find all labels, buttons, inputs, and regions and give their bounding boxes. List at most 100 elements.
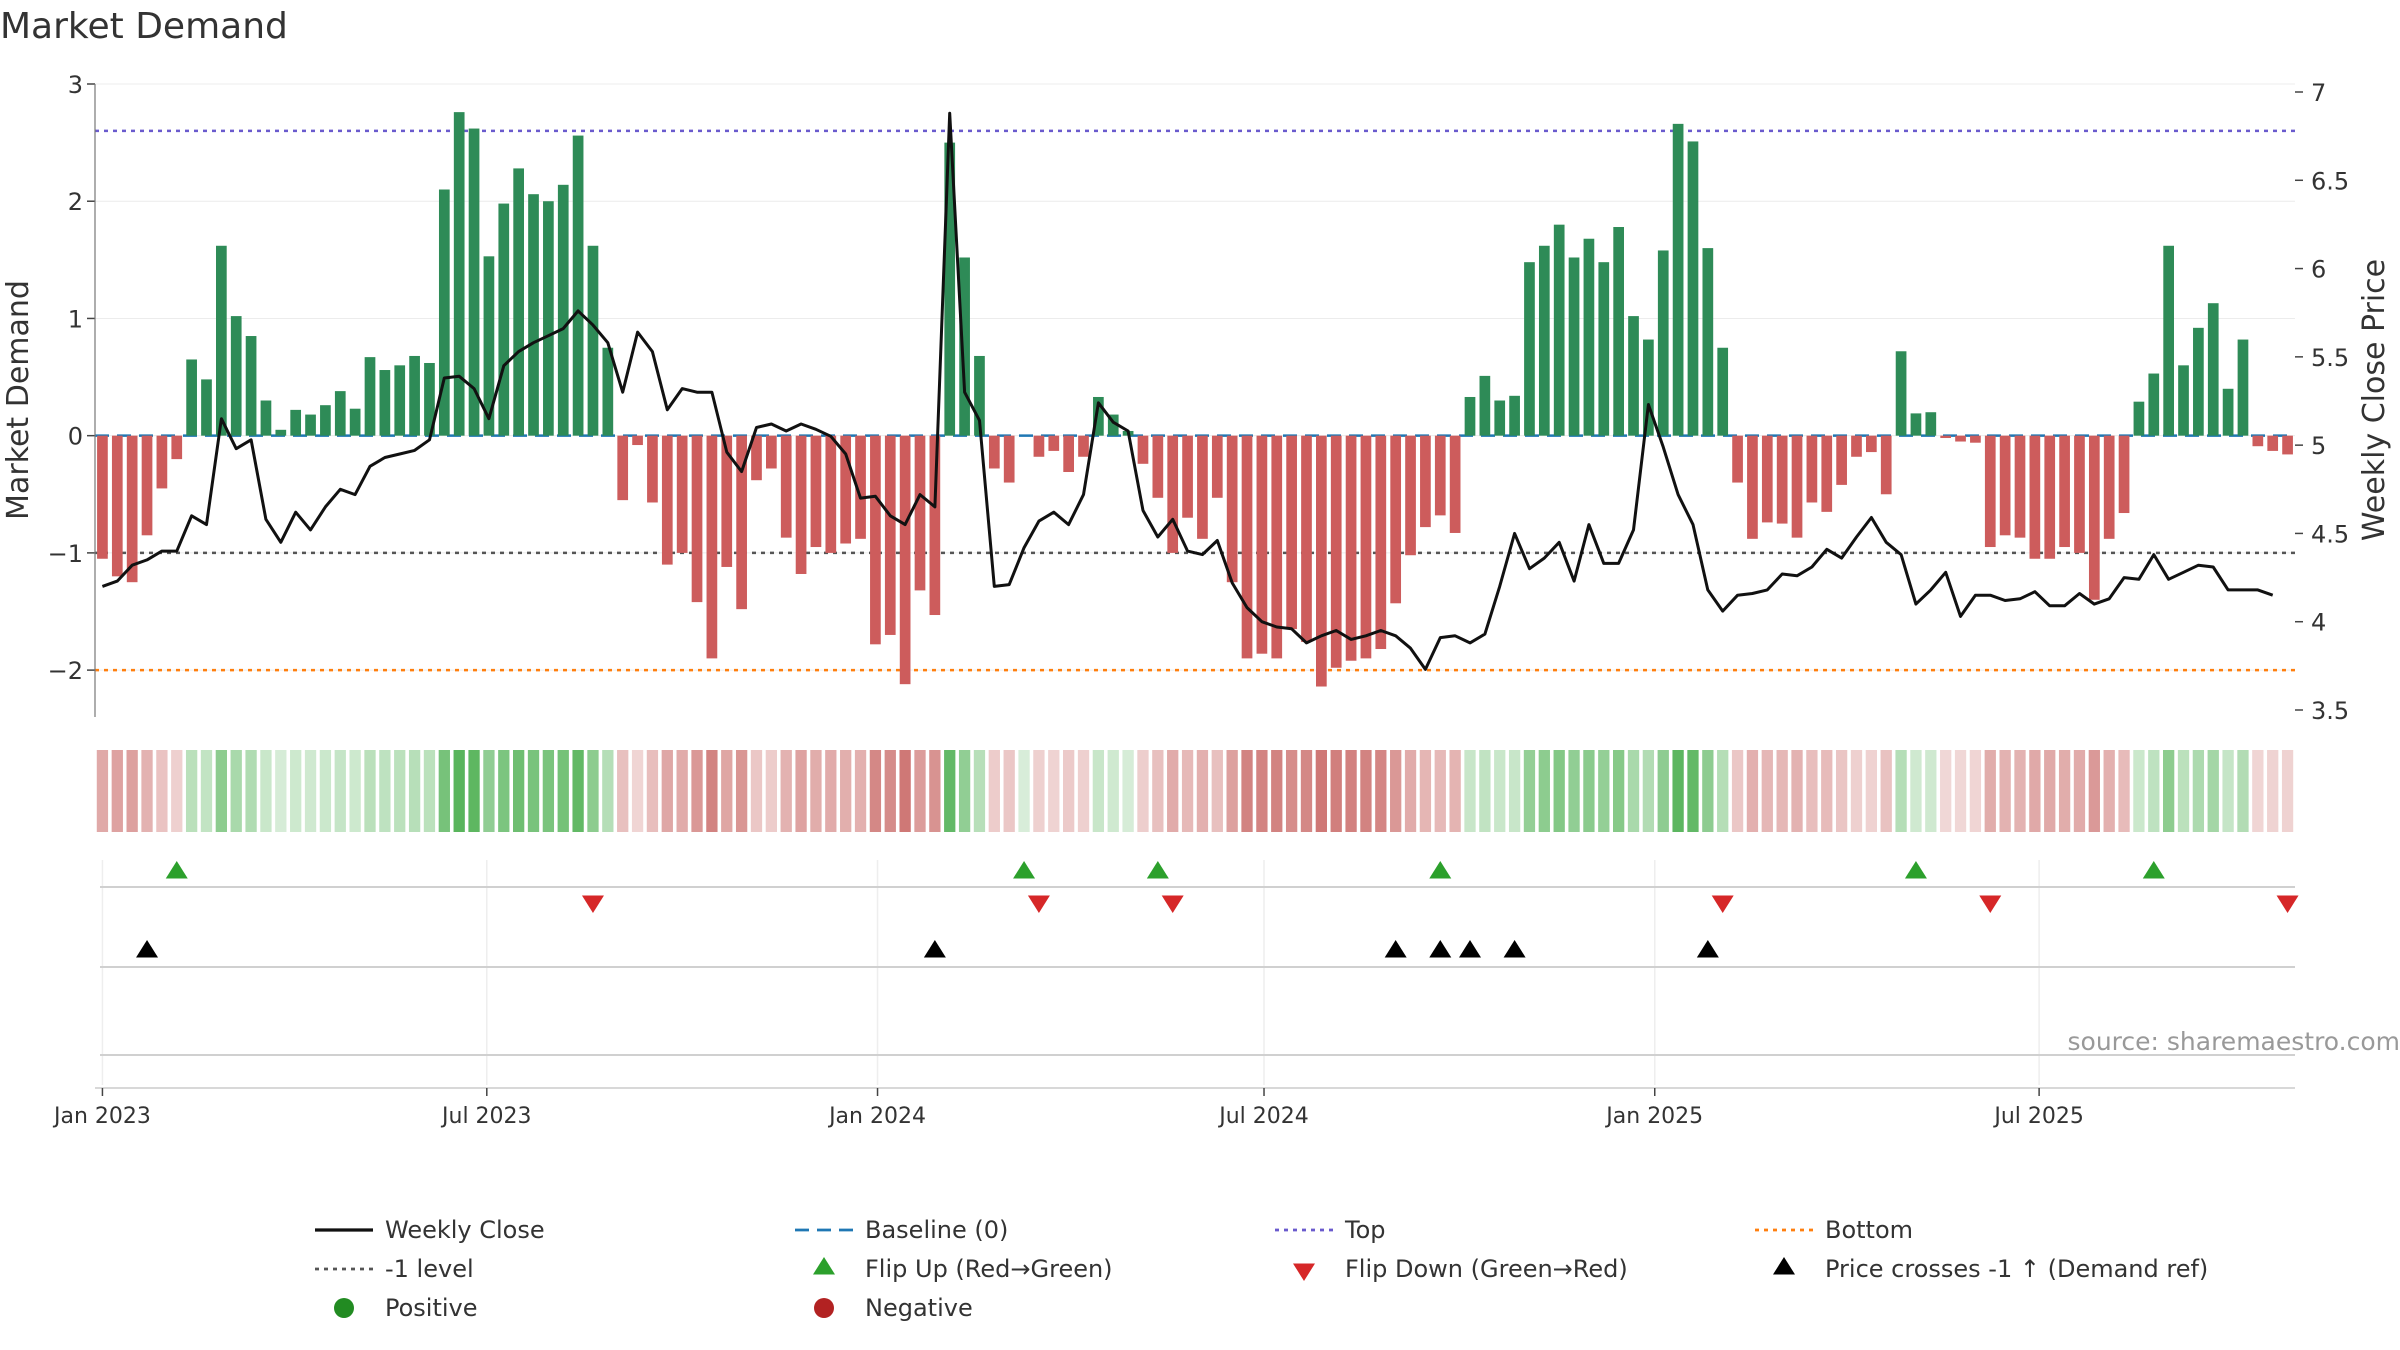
heat-cell: [156, 750, 168, 832]
demand-bar: [1330, 435, 1342, 668]
heat-cell: [1984, 750, 1996, 832]
legend-positive-swatch: [334, 1298, 354, 1318]
demand-bar: [498, 203, 510, 436]
heat-cell: [1315, 750, 1327, 832]
heat-cell: [973, 750, 986, 832]
demand-bar: [1449, 435, 1461, 533]
flip-down-marker: [1161, 895, 1184, 913]
flip-down-marker: [1711, 895, 1734, 913]
heat-cell: [245, 750, 257, 832]
demand-bar: [929, 435, 941, 616]
heat-cell: [1107, 750, 1119, 832]
heat-cell: [557, 750, 569, 832]
demand-bar: [2074, 435, 2085, 553]
heat-cell: [1494, 750, 1506, 832]
heat-cell: [646, 750, 659, 832]
y2-tick-label: 6: [2311, 256, 2326, 284]
demand-bar: [2267, 435, 2279, 451]
demand-bar: [2148, 373, 2160, 436]
legend-bottom-label: Bottom: [1825, 1216, 1913, 1244]
heat-cell: [141, 750, 153, 832]
demand-bar: [1628, 316, 1639, 436]
demand-bar: [201, 379, 212, 436]
demand-bar: [825, 435, 837, 553]
heat-cell: [1018, 750, 1030, 832]
heat-cell: [795, 750, 807, 832]
demand-bar: [1925, 412, 1937, 436]
heat-cell: [1969, 750, 1982, 832]
heat-cell: [914, 750, 926, 832]
demand-bar: [2222, 388, 2234, 436]
demand-bar: [1197, 435, 1208, 539]
demand-bar: [230, 316, 242, 436]
heat-cell: [1092, 750, 1105, 832]
heat-cell: [1568, 750, 1580, 832]
demand-bar: [587, 245, 599, 436]
demand-bar: [1479, 375, 1491, 436]
heat-cell: [602, 750, 614, 832]
heat-cell: [1196, 750, 1209, 832]
demand-bar: [2059, 435, 2070, 548]
flip-down-marker: [2276, 895, 2299, 913]
legend-baseline-label: Baseline (0): [865, 1216, 1008, 1244]
demand-bar: [1866, 435, 1877, 453]
heat-cell: [2014, 750, 2026, 832]
heat-cell: [2118, 750, 2130, 832]
heat-cell: [1627, 750, 1640, 832]
heat-cell: [1583, 750, 1595, 832]
demand-bar: [721, 435, 733, 567]
heat-cell: [111, 750, 123, 832]
demand-bar: [959, 257, 970, 436]
demand-bar: [1553, 224, 1565, 436]
heat-cell: [2237, 750, 2249, 832]
demand-bar: [1063, 435, 1074, 473]
y2-tick-label: 5: [2311, 432, 2326, 460]
demand-bar: [2103, 435, 2115, 539]
heat-cell: [438, 750, 450, 832]
heat-cell: [1761, 750, 1773, 832]
heat-cell: [1954, 750, 1967, 832]
heat-cell: [2103, 750, 2115, 832]
heat-cell: [944, 750, 956, 832]
heat-cell: [1613, 750, 1625, 832]
demand-bar: [899, 435, 911, 685]
demand-bar: [1167, 435, 1179, 553]
y2-tick-label: 7: [2311, 79, 2326, 107]
heat-cell: [1077, 750, 1090, 832]
heat-cell: [1598, 750, 1610, 832]
demand-bar: [528, 194, 539, 436]
legend-weekly-close-label: Weekly Close: [385, 1216, 545, 1244]
demand-bar: [1687, 141, 1699, 436]
heat-cell: [1806, 750, 1818, 832]
demand-bar: [126, 435, 138, 583]
demand-bar: [1984, 435, 1996, 548]
heat-cell: [1256, 750, 1268, 832]
heat-cell: [1910, 750, 1922, 832]
demand-bar: [171, 435, 183, 460]
heat-cell: [750, 750, 763, 832]
heat-cell: [2073, 750, 2086, 832]
heat-cell: [899, 750, 911, 832]
heat-cell: [825, 750, 837, 832]
heat-cell: [1717, 750, 1729, 832]
heat-cell: [2029, 750, 2041, 832]
signal-markers: [100, 861, 2299, 1056]
heat-cell: [1672, 750, 1684, 832]
price-cross-marker: [1696, 940, 1719, 958]
demand-bar: [632, 435, 643, 446]
heat-cell: [721, 750, 733, 832]
heat-cell: [1553, 750, 1565, 832]
demand-bar: [2118, 435, 2130, 514]
demand-bar: [1851, 435, 1862, 457]
demand-bar: [1538, 245, 1550, 436]
heat-cell: [1999, 750, 2011, 832]
heat-cell: [290, 750, 302, 832]
heat-cell: [408, 750, 421, 832]
demand-bar: [1494, 400, 1506, 436]
demand-bar: [602, 347, 614, 436]
legend-minus-one-label: -1 level: [385, 1255, 474, 1283]
demand-bar: [1226, 435, 1238, 583]
demand-bar: [1434, 435, 1446, 516]
y2-tick-label: 4.5: [2311, 520, 2349, 548]
